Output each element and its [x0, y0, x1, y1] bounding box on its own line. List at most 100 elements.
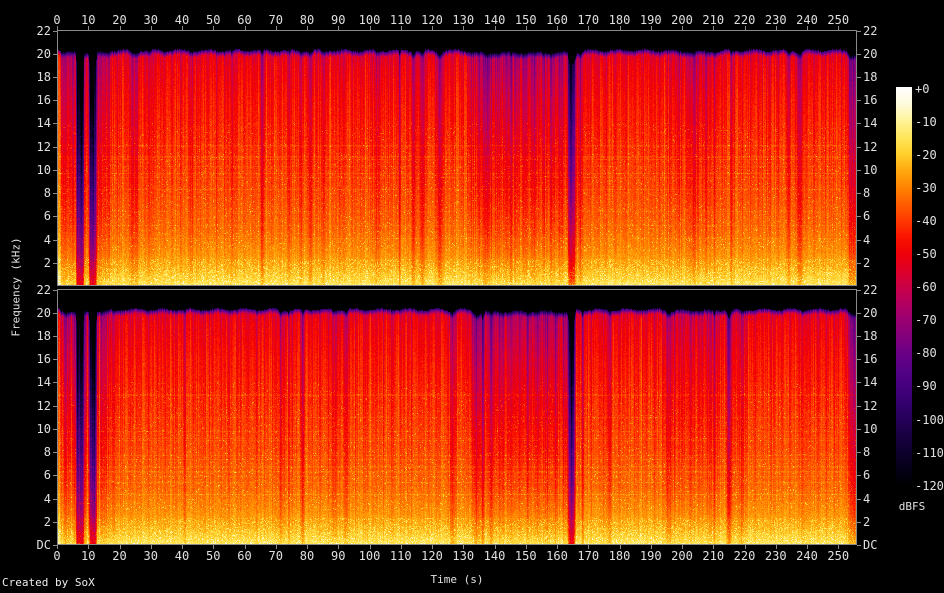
- freq-tick-label: 8: [43, 186, 51, 201]
- colorbar-unit-label: dBFS: [898, 500, 926, 513]
- time-tick: [682, 26, 683, 30]
- freq-tick-label: DC: [36, 538, 51, 552]
- freq-tick-label: 10: [36, 162, 51, 177]
- time-tick: [275, 26, 277, 30]
- time-tick: [432, 545, 433, 549]
- time-tick: [150, 545, 152, 549]
- colorbar-tick-label: -90: [915, 379, 937, 394]
- freq-tick-label: 16: [36, 352, 51, 367]
- freq-tick: [857, 146, 861, 148]
- time-tick-label: 80: [299, 549, 315, 563]
- freq-tick-label: 12: [863, 398, 878, 413]
- freq-tick-label: 6: [43, 209, 51, 224]
- time-tick: [494, 545, 496, 549]
- time-tick: [650, 545, 652, 549]
- time-tick-label: 140: [483, 13, 506, 27]
- time-tick-label: 130: [452, 13, 475, 27]
- freq-tick-label: 2: [43, 514, 51, 529]
- time-tick: [525, 26, 527, 30]
- time-tick-label: 250: [827, 13, 850, 27]
- colorbar-tick-label: -20: [915, 147, 937, 162]
- time-tick-label: 110: [389, 13, 412, 27]
- colorbar-tick-label: -40: [915, 213, 937, 228]
- time-tick: [557, 26, 558, 30]
- freq-tick: [53, 498, 57, 500]
- time-tick: [650, 26, 652, 30]
- time-tick-label: 0: [53, 549, 61, 563]
- time-tick-label: 70: [268, 549, 283, 563]
- time-tick: [182, 26, 183, 30]
- colorbar-tick-label: -10: [915, 114, 937, 129]
- freq-tick: [53, 405, 57, 407]
- freq-tick: [857, 452, 861, 454]
- freq-tick: [53, 100, 57, 102]
- time-tick: [525, 545, 527, 549]
- time-tick: [338, 545, 340, 549]
- time-tick-label: 170: [577, 13, 600, 27]
- freq-tick-label: 4: [43, 491, 51, 506]
- freq-tick: [53, 262, 57, 264]
- time-tick: [713, 26, 715, 30]
- freq-tick: [53, 30, 57, 32]
- time-tick-label: 130: [452, 549, 475, 563]
- freq-tick-label: 22: [863, 282, 878, 297]
- time-tick-label: 50: [206, 13, 221, 27]
- freq-tick: [857, 239, 861, 241]
- freq-tick: [857, 545, 861, 546]
- freq-tick: [53, 77, 57, 79]
- spectrogram-left-channel: [57, 30, 857, 286]
- time-tick: [369, 26, 371, 30]
- colorbar-tick-label: -50: [915, 247, 937, 261]
- time-tick: [463, 545, 465, 549]
- freq-tick-label: 16: [36, 93, 51, 108]
- colorbar-tick-label: +0: [915, 81, 930, 96]
- time-tick-label: 110: [389, 549, 412, 563]
- time-tick: [744, 26, 746, 30]
- time-tick: [275, 545, 277, 549]
- freq-tick: [53, 382, 57, 384]
- freq-tick-label: 18: [36, 70, 51, 85]
- time-tick: [213, 26, 215, 30]
- time-tick-label: 190: [639, 13, 662, 27]
- freq-tick: [857, 262, 861, 264]
- freq-tick-label: 18: [36, 329, 51, 344]
- freq-tick-label: 6: [863, 209, 871, 224]
- freq-tick: [857, 382, 861, 384]
- time-tick: [119, 26, 121, 30]
- colorbar-tick-label: -70: [915, 313, 937, 328]
- time-tick-label: 120: [421, 549, 443, 563]
- time-tick-label: 100: [358, 549, 381, 563]
- freq-tick: [53, 452, 57, 454]
- freq-tick: [857, 405, 861, 407]
- freq-tick-label: 10: [863, 421, 878, 436]
- freq-tick: [857, 521, 861, 523]
- time-tick-label: 120: [421, 13, 443, 27]
- colorbar-gradient: [896, 87, 912, 487]
- freq-tick-label: 14: [863, 375, 878, 390]
- time-tick-label: 160: [546, 13, 568, 27]
- colorbar-tick-label: -100: [915, 412, 944, 427]
- freq-tick: [857, 100, 861, 102]
- time-tick: [150, 26, 152, 30]
- time-tick-label: 160: [546, 549, 568, 563]
- time-tick-label: 0: [53, 13, 61, 27]
- freq-tick-label: 12: [36, 398, 51, 413]
- freq-tick: [53, 239, 57, 241]
- time-tick: [119, 545, 121, 549]
- time-tick: [713, 545, 715, 549]
- time-tick-label: 240: [796, 549, 818, 563]
- time-tick: [463, 26, 465, 30]
- colorbar-tick-label: -30: [915, 180, 937, 195]
- freq-tick-label: 10: [36, 421, 51, 436]
- time-tick-label: 220: [733, 13, 756, 27]
- time-axis-title: Time (s): [430, 573, 484, 586]
- time-tick: [244, 26, 246, 30]
- time-tick: [744, 545, 746, 549]
- freq-tick-label: 22: [36, 282, 51, 297]
- freq-tick-label: 18: [863, 329, 878, 344]
- time-tick: [182, 545, 183, 549]
- freq-tick-label: 2: [43, 255, 51, 270]
- freq-tick-label: 14: [36, 116, 51, 131]
- time-tick-label: 200: [671, 549, 693, 563]
